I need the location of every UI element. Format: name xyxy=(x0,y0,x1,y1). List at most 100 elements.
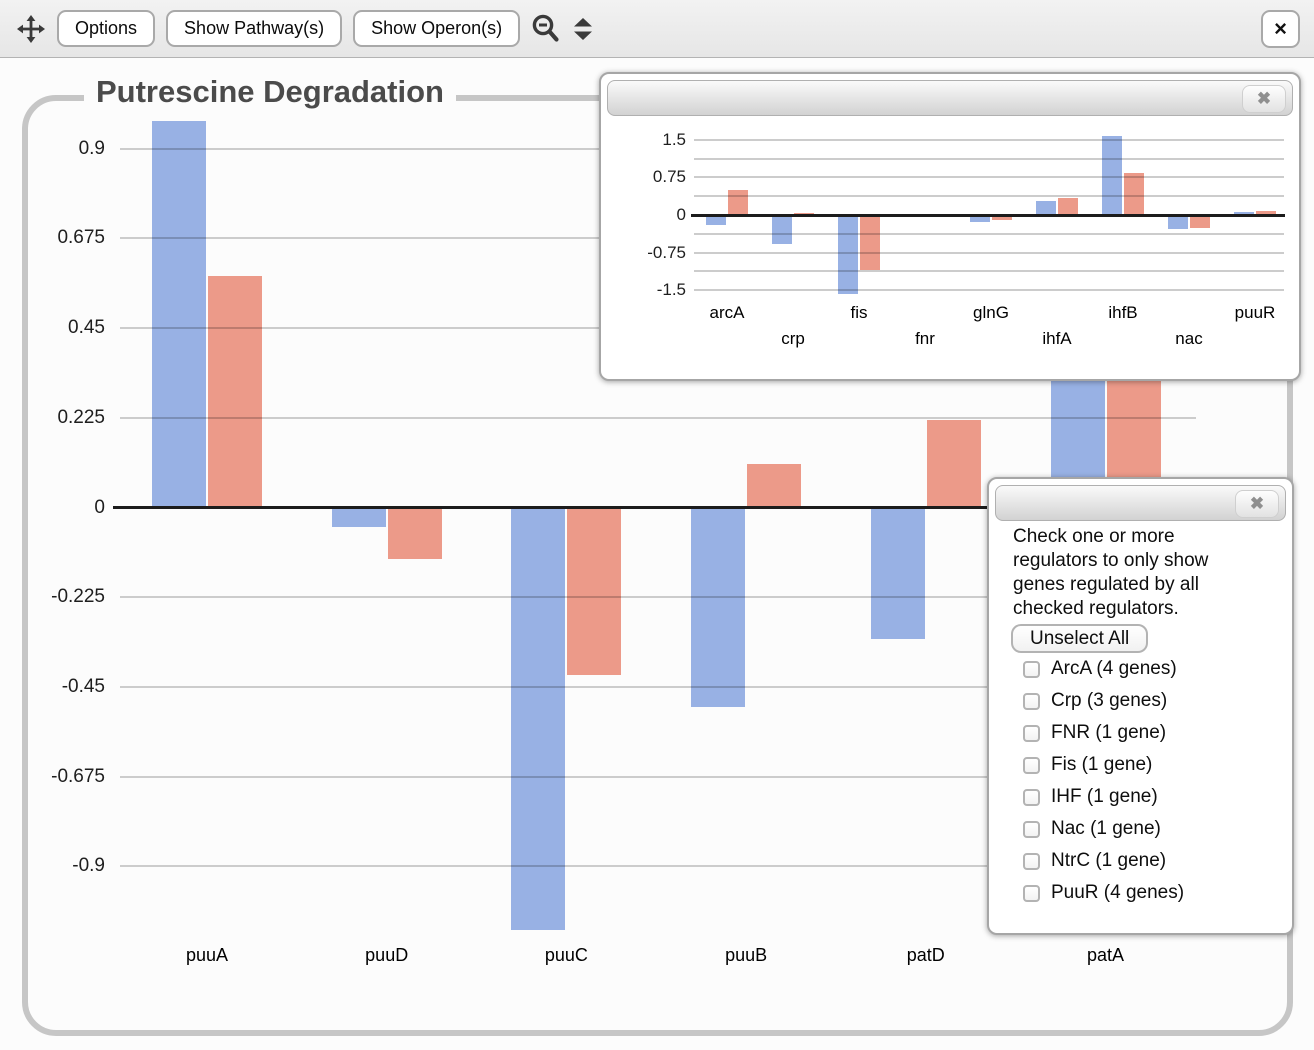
y-tick-label: -0.9 xyxy=(72,855,105,877)
unselect-all-button[interactable]: Unselect All xyxy=(1011,624,1149,653)
bar-nac-red[interactable] xyxy=(1190,215,1210,228)
regulator-label-ihf: IHF (1 gene) xyxy=(1051,786,1158,807)
y-tick-label: 0.9 xyxy=(78,137,105,159)
y-tick-label: -0.675 xyxy=(51,765,105,787)
toolbar-close-button[interactable]: × xyxy=(1261,9,1300,48)
bar-puuD-red[interactable] xyxy=(387,507,442,560)
filter-instructions: Check one or more regulators to only sho… xyxy=(1013,526,1209,619)
regulator-checkbox-crp[interactable] xyxy=(1023,692,1040,710)
x-tick-label-puuD: puuD xyxy=(365,945,409,965)
bar-ihfA-red[interactable] xyxy=(1058,197,1078,215)
y-tick-label: -0.225 xyxy=(51,586,105,608)
x-tick-label-patA: patA xyxy=(1086,945,1125,965)
y-tick-label: 0.225 xyxy=(57,406,105,428)
bar-patD-red[interactable] xyxy=(926,419,981,508)
gridline xyxy=(120,865,1196,868)
regulator-row-ntrc[interactable]: NtrC (1 gene) xyxy=(1023,845,1284,877)
toolbar: Options Show Pathway(s) Show Operon(s) × xyxy=(0,0,1314,58)
y-tick-label: -0.75 xyxy=(647,242,686,262)
regulator-checkbox-ntrc[interactable] xyxy=(1023,852,1040,870)
gridline xyxy=(694,157,1284,160)
regulator-label-fnr: FNR (1 gene) xyxy=(1051,722,1167,743)
x-tick-label-puuR: puuR xyxy=(1234,303,1276,322)
bar-fis-red[interactable] xyxy=(860,215,880,271)
bar-puuA-red[interactable] xyxy=(208,276,262,508)
y-tick-label: 0.675 xyxy=(57,227,105,249)
regulator-row-puur[interactable]: PuuR (4 genes) xyxy=(1023,877,1284,909)
regulator-row-ihf[interactable]: IHF (1 gene) xyxy=(1023,781,1284,813)
bar-puuC-red[interactable] xyxy=(567,507,622,675)
bar-glnG-red[interactable] xyxy=(992,215,1012,221)
x-tick-label-ihfB: ihfB xyxy=(1108,303,1138,322)
gridline xyxy=(120,775,1196,778)
bar-crp-blue[interactable] xyxy=(772,215,792,245)
regulator-checkbox-fnr[interactable] xyxy=(1023,724,1040,742)
bar-puuB-blue[interactable] xyxy=(691,507,746,707)
regulator-row-crp[interactable]: Crp (3 genes) xyxy=(1023,685,1284,717)
bar-patD-blue[interactable] xyxy=(870,507,925,640)
x-tick-label-fis: fis xyxy=(850,303,868,322)
bar-arcA-red[interactable] xyxy=(728,189,748,215)
y-tick-label: -1.5 xyxy=(656,280,686,300)
x-tick-label-puuA: puuA xyxy=(185,945,229,965)
gridline xyxy=(694,138,1284,141)
gridline xyxy=(120,685,1196,688)
y-tick-label: 0.75 xyxy=(652,167,686,187)
bar-ihfA-blue[interactable] xyxy=(1036,200,1056,215)
gridline xyxy=(120,416,1196,419)
options-button[interactable]: Options xyxy=(57,10,156,47)
regulator-label-arca: ArcA (4 genes) xyxy=(1051,658,1177,679)
show-operons-button[interactable]: Show Operon(s) xyxy=(353,10,521,47)
bar-puuA-blue[interactable] xyxy=(152,120,206,508)
regulator-filter-close-button[interactable]: ✖ xyxy=(1235,490,1279,518)
regulator-row-fis[interactable]: Fis (1 gene) xyxy=(1023,749,1284,781)
y-tick-label: 1.5 xyxy=(662,129,686,149)
bar-nac-blue[interactable] xyxy=(1168,215,1188,230)
regulator-filter-panel: ✖ Check one or more regulators to only s… xyxy=(987,477,1294,935)
bar-puuC-blue[interactable] xyxy=(511,507,566,931)
regulator-filter-titlebar[interactable]: ✖ xyxy=(995,485,1286,521)
bar-glnG-blue[interactable] xyxy=(970,215,990,222)
bar-ihfB-red[interactable] xyxy=(1124,173,1144,215)
y-tick-label: 0.45 xyxy=(68,317,105,339)
regulator-row-nac[interactable]: Nac (1 gene) xyxy=(1023,813,1284,845)
zoom-stepper-icon[interactable] xyxy=(572,14,594,44)
regulator-label-nac: Nac (1 gene) xyxy=(1051,818,1161,839)
bar-puuR-red[interactable] xyxy=(1256,210,1276,215)
gridline xyxy=(694,232,1284,235)
regulator-checkbox-puur[interactable] xyxy=(1023,884,1040,902)
x-tick-label-fnr: fnr xyxy=(915,329,935,348)
x-tick-label-nac: nac xyxy=(1175,329,1203,348)
zoom-out-icon[interactable] xyxy=(531,13,561,45)
bar-puuB-red[interactable] xyxy=(747,463,802,508)
regulator-chart-panel: ✖ 1.5 0.75 0 -0.75 -1.5 arcA crp fis fnr glnG ihfA… xyxy=(599,72,1301,381)
regulator-row-fnr[interactable]: FNR (1 gene) xyxy=(1023,717,1284,749)
regulator-chart-titlebar[interactable]: ✖ xyxy=(607,80,1293,116)
move-icon[interactable] xyxy=(16,14,46,44)
bar-arcA-blue[interactable] xyxy=(706,215,726,226)
bar-ihfB-blue[interactable] xyxy=(1102,136,1122,215)
x-tick-label-ihfA: ihfA xyxy=(1042,329,1072,348)
y-tick-label: 0 xyxy=(676,205,686,224)
x-tick-label-patD: patD xyxy=(906,945,945,965)
bar-puuD-blue[interactable] xyxy=(331,507,386,528)
y-tick-label: 0 xyxy=(94,496,105,518)
gridline xyxy=(694,270,1284,273)
bar-fis-blue[interactable] xyxy=(838,215,858,295)
close-icon: ✖ xyxy=(1256,89,1272,108)
regulator-checkbox-fis[interactable] xyxy=(1023,756,1040,774)
y-tick-label: -0.45 xyxy=(61,675,105,697)
x-tick-label-puuB: puuB xyxy=(725,945,768,965)
show-pathways-button[interactable]: Show Pathway(s) xyxy=(166,10,343,47)
regulator-row-arca[interactable]: ArcA (4 genes) xyxy=(1023,653,1284,685)
regulator-checkbox-arca[interactable] xyxy=(1023,660,1040,678)
regulator-checkbox-nac[interactable] xyxy=(1023,820,1040,838)
chart-title: Putrescine Degradation xyxy=(84,74,456,110)
gridline xyxy=(694,251,1284,254)
regulator-checkbox-ihf[interactable] xyxy=(1023,788,1040,806)
regulator-chart-close-button[interactable]: ✖ xyxy=(1242,85,1286,113)
regulator-label-crp: Crp (3 genes) xyxy=(1051,690,1168,711)
gridline xyxy=(694,195,1284,198)
